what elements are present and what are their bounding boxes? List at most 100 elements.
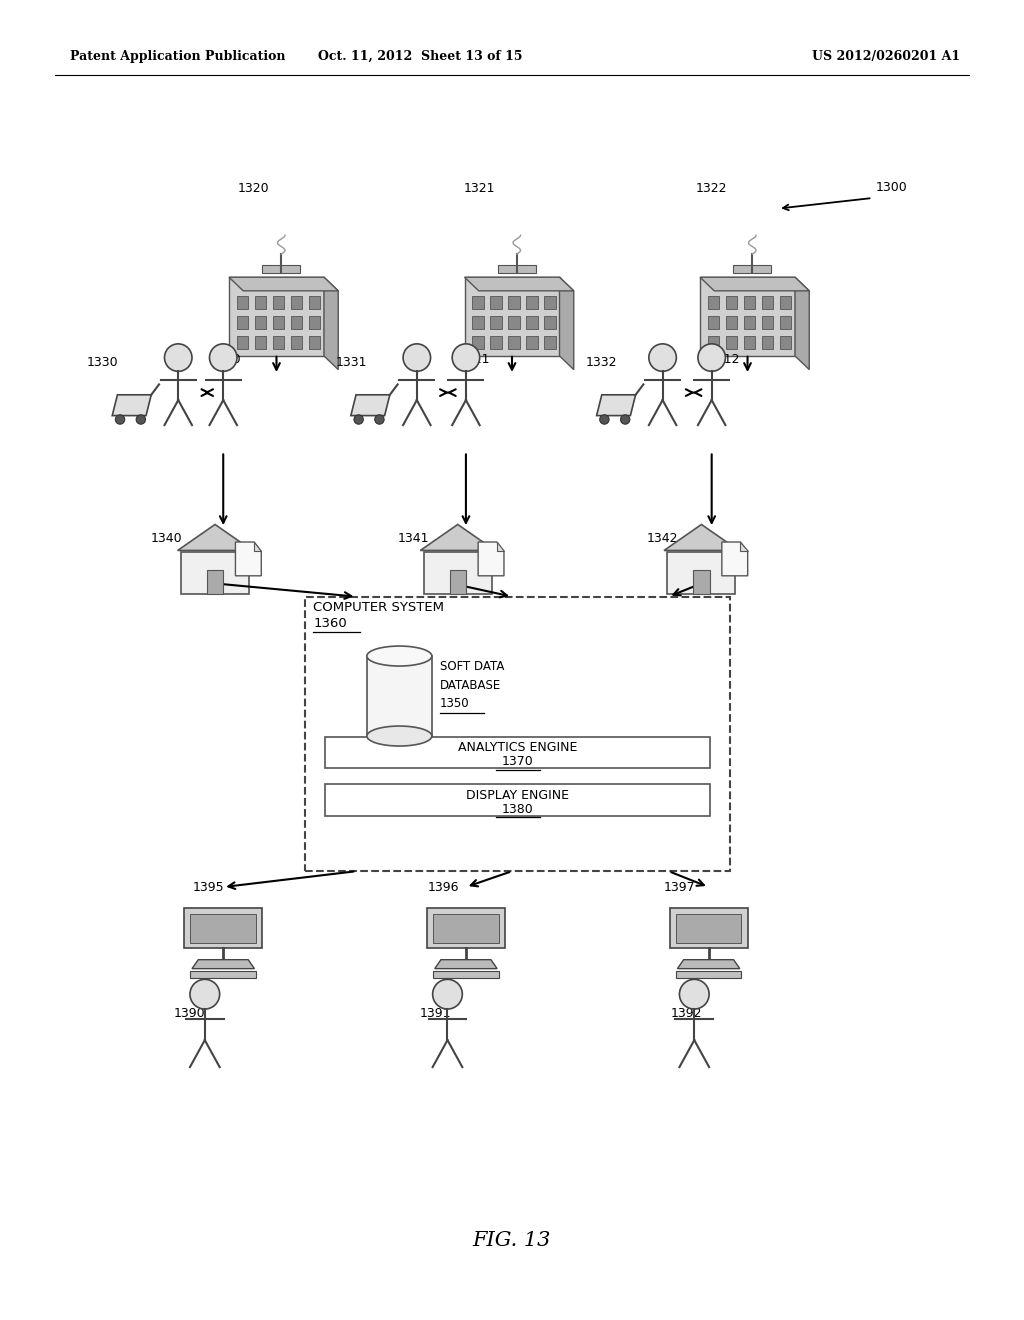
Polygon shape bbox=[427, 908, 505, 949]
Text: Patent Application Publication: Patent Application Publication bbox=[70, 50, 286, 63]
Polygon shape bbox=[726, 337, 737, 348]
Polygon shape bbox=[545, 296, 556, 309]
Polygon shape bbox=[255, 315, 266, 329]
Polygon shape bbox=[255, 337, 266, 348]
Polygon shape bbox=[177, 524, 253, 550]
Text: 1300: 1300 bbox=[876, 181, 907, 194]
Polygon shape bbox=[237, 296, 248, 309]
Polygon shape bbox=[762, 337, 773, 348]
Circle shape bbox=[432, 979, 463, 1008]
Polygon shape bbox=[526, 296, 538, 309]
Circle shape bbox=[698, 343, 725, 371]
Polygon shape bbox=[324, 277, 338, 370]
Text: DISPLAY ENGINE: DISPLAY ENGINE bbox=[466, 788, 569, 801]
Polygon shape bbox=[508, 296, 519, 309]
Polygon shape bbox=[433, 913, 499, 942]
Text: 1370: 1370 bbox=[502, 755, 534, 768]
Text: 1342: 1342 bbox=[647, 532, 679, 545]
Polygon shape bbox=[545, 315, 556, 329]
Polygon shape bbox=[472, 337, 483, 348]
Polygon shape bbox=[693, 570, 710, 594]
Polygon shape bbox=[236, 543, 261, 576]
Polygon shape bbox=[237, 337, 248, 348]
Text: 1380: 1380 bbox=[502, 803, 534, 816]
Polygon shape bbox=[450, 570, 466, 594]
Polygon shape bbox=[526, 337, 538, 348]
Polygon shape bbox=[472, 315, 483, 329]
Polygon shape bbox=[291, 315, 302, 329]
Circle shape bbox=[453, 343, 479, 371]
Polygon shape bbox=[309, 315, 321, 329]
Polygon shape bbox=[309, 296, 321, 309]
Polygon shape bbox=[262, 264, 300, 273]
Ellipse shape bbox=[367, 645, 432, 667]
Polygon shape bbox=[309, 337, 321, 348]
Polygon shape bbox=[291, 337, 302, 348]
Polygon shape bbox=[559, 277, 573, 370]
Polygon shape bbox=[526, 315, 538, 329]
Polygon shape bbox=[490, 315, 502, 329]
Polygon shape bbox=[498, 264, 536, 273]
Polygon shape bbox=[465, 277, 559, 356]
Text: FIG. 13: FIG. 13 bbox=[473, 1232, 551, 1250]
Polygon shape bbox=[743, 296, 755, 309]
Text: 1320: 1320 bbox=[239, 182, 269, 195]
Polygon shape bbox=[193, 960, 254, 969]
Text: 1312: 1312 bbox=[709, 352, 740, 366]
Polygon shape bbox=[740, 543, 748, 552]
FancyBboxPatch shape bbox=[326, 784, 710, 816]
Polygon shape bbox=[733, 264, 771, 273]
Circle shape bbox=[165, 343, 191, 371]
Polygon shape bbox=[237, 315, 248, 329]
Ellipse shape bbox=[367, 726, 432, 746]
Polygon shape bbox=[743, 315, 755, 329]
Text: 1310: 1310 bbox=[210, 352, 242, 366]
Polygon shape bbox=[351, 395, 390, 416]
Text: 1331: 1331 bbox=[336, 356, 368, 370]
Polygon shape bbox=[676, 972, 741, 978]
Text: 1390: 1390 bbox=[174, 1007, 206, 1020]
Circle shape bbox=[189, 979, 220, 1008]
Polygon shape bbox=[670, 908, 748, 949]
FancyBboxPatch shape bbox=[326, 737, 710, 768]
Text: 1340: 1340 bbox=[151, 532, 182, 545]
Text: 1360: 1360 bbox=[313, 616, 347, 630]
Circle shape bbox=[116, 414, 125, 424]
Polygon shape bbox=[700, 277, 809, 290]
Circle shape bbox=[354, 414, 364, 424]
Polygon shape bbox=[726, 296, 737, 309]
Polygon shape bbox=[780, 337, 792, 348]
Text: 1397: 1397 bbox=[664, 880, 695, 894]
Polygon shape bbox=[597, 395, 636, 416]
Polygon shape bbox=[255, 296, 266, 309]
Polygon shape bbox=[762, 296, 773, 309]
Polygon shape bbox=[708, 337, 719, 348]
Polygon shape bbox=[113, 395, 152, 416]
Polygon shape bbox=[465, 282, 573, 296]
Text: 1392: 1392 bbox=[671, 1007, 702, 1020]
FancyBboxPatch shape bbox=[305, 597, 730, 871]
Polygon shape bbox=[708, 296, 719, 309]
Text: 1391: 1391 bbox=[420, 1007, 452, 1020]
Text: US 2012/0260201 A1: US 2012/0260201 A1 bbox=[812, 50, 961, 63]
Polygon shape bbox=[780, 296, 792, 309]
Text: 1311: 1311 bbox=[459, 352, 490, 366]
Polygon shape bbox=[472, 296, 483, 309]
Circle shape bbox=[649, 343, 676, 371]
Polygon shape bbox=[743, 337, 755, 348]
Polygon shape bbox=[184, 908, 262, 949]
Polygon shape bbox=[678, 960, 739, 969]
Polygon shape bbox=[664, 524, 739, 550]
Polygon shape bbox=[181, 552, 249, 594]
Polygon shape bbox=[367, 656, 432, 737]
Polygon shape bbox=[190, 972, 256, 978]
Polygon shape bbox=[497, 543, 504, 552]
Polygon shape bbox=[700, 277, 795, 356]
Polygon shape bbox=[700, 282, 809, 296]
Polygon shape bbox=[433, 972, 499, 978]
Polygon shape bbox=[668, 552, 735, 594]
Polygon shape bbox=[465, 277, 573, 290]
Polygon shape bbox=[272, 296, 284, 309]
Text: DATABASE: DATABASE bbox=[440, 678, 501, 692]
Text: 1330: 1330 bbox=[87, 356, 119, 370]
